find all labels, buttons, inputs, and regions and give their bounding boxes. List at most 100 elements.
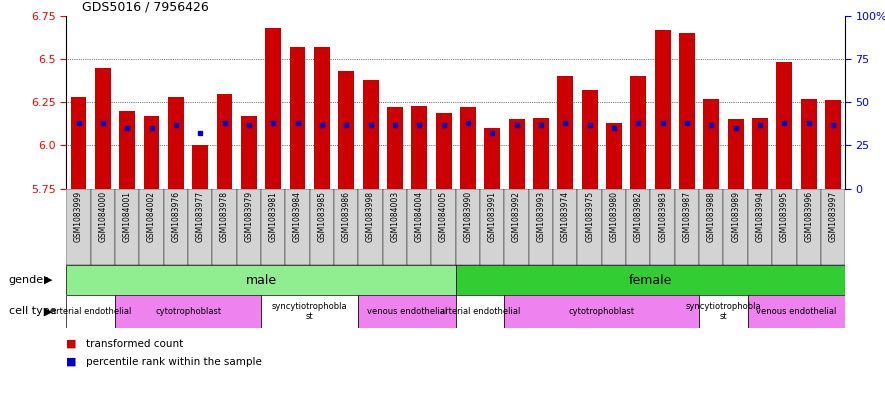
Bar [143, 116, 159, 189]
FancyBboxPatch shape [699, 189, 724, 265]
FancyBboxPatch shape [456, 265, 845, 295]
Text: GSM1083987: GSM1083987 [682, 191, 691, 242]
Bar [801, 99, 817, 189]
Bar [119, 111, 135, 189]
FancyBboxPatch shape [480, 189, 504, 265]
Bar [484, 128, 500, 189]
Text: transformed count: transformed count [86, 339, 183, 349]
Text: cytotrophoblast: cytotrophoblast [569, 307, 635, 316]
Text: GSM1083990: GSM1083990 [464, 191, 473, 242]
FancyBboxPatch shape [602, 189, 627, 265]
Text: GSM1083986: GSM1083986 [342, 191, 350, 242]
Bar [558, 76, 573, 189]
Text: GSM1083984: GSM1083984 [293, 191, 302, 242]
Text: GDS5016 / 7956426: GDS5016 / 7956426 [82, 0, 209, 13]
FancyBboxPatch shape [796, 189, 821, 265]
Text: GSM1084003: GSM1084003 [390, 191, 399, 242]
Bar [338, 71, 354, 189]
Bar [655, 29, 671, 189]
Bar [679, 33, 695, 189]
Text: GSM1083981: GSM1083981 [269, 191, 278, 242]
FancyBboxPatch shape [456, 189, 480, 265]
FancyBboxPatch shape [261, 189, 285, 265]
Text: ▶: ▶ [44, 275, 53, 285]
Bar [581, 90, 597, 189]
FancyBboxPatch shape [577, 189, 602, 265]
FancyBboxPatch shape [382, 189, 407, 265]
FancyBboxPatch shape [140, 189, 164, 265]
FancyBboxPatch shape [748, 295, 845, 328]
FancyBboxPatch shape [748, 189, 772, 265]
Text: female: female [628, 274, 673, 286]
Text: GSM1083988: GSM1083988 [707, 191, 716, 242]
Text: GSM1083982: GSM1083982 [634, 191, 643, 242]
FancyBboxPatch shape [553, 189, 577, 265]
FancyBboxPatch shape [699, 295, 748, 328]
Text: arterial endothelial: arterial endothelial [440, 307, 520, 316]
Text: GSM1084005: GSM1084005 [439, 191, 448, 242]
Bar [192, 145, 208, 189]
Text: ■: ■ [66, 339, 77, 349]
Text: GSM1083993: GSM1083993 [536, 191, 545, 242]
Bar [825, 101, 841, 189]
FancyBboxPatch shape [821, 189, 845, 265]
Text: venous endothelial: venous endothelial [757, 307, 836, 316]
Bar [289, 47, 305, 189]
Bar [241, 116, 257, 189]
Text: gender: gender [9, 275, 49, 285]
Text: GSM1083997: GSM1083997 [828, 191, 837, 242]
Bar [435, 112, 451, 189]
Text: GSM1083999: GSM1083999 [74, 191, 83, 242]
Text: GSM1083975: GSM1083975 [585, 191, 594, 242]
FancyBboxPatch shape [212, 189, 237, 265]
Text: GSM1083978: GSM1083978 [220, 191, 229, 242]
FancyBboxPatch shape [456, 295, 504, 328]
Bar [387, 107, 403, 189]
Bar [606, 123, 622, 189]
Bar [95, 68, 111, 189]
Bar [412, 106, 427, 189]
Text: GSM1084001: GSM1084001 [123, 191, 132, 242]
FancyBboxPatch shape [115, 295, 261, 328]
Text: percentile rank within the sample: percentile rank within the sample [86, 356, 262, 367]
FancyBboxPatch shape [66, 265, 456, 295]
Text: GSM1083998: GSM1083998 [366, 191, 375, 242]
FancyBboxPatch shape [407, 189, 431, 265]
Text: GSM1083992: GSM1083992 [512, 191, 521, 242]
Bar [704, 99, 720, 189]
Text: GSM1083983: GSM1083983 [658, 191, 667, 242]
Text: cytotrophoblast: cytotrophoblast [155, 307, 221, 316]
Text: GSM1083974: GSM1083974 [561, 191, 570, 242]
Text: GSM1083995: GSM1083995 [780, 191, 789, 242]
Bar [727, 119, 743, 189]
Text: GSM1083989: GSM1083989 [731, 191, 740, 242]
Bar [363, 80, 379, 189]
Text: ▶: ▶ [44, 307, 53, 316]
FancyBboxPatch shape [772, 189, 796, 265]
Bar [460, 107, 476, 189]
Text: GSM1084004: GSM1084004 [415, 191, 424, 242]
Text: syncytiotrophobla
st: syncytiotrophobla st [686, 302, 761, 321]
Text: GSM1084000: GSM1084000 [98, 191, 107, 242]
FancyBboxPatch shape [66, 189, 91, 265]
FancyBboxPatch shape [529, 189, 553, 265]
Text: venous endothelial: venous endothelial [367, 307, 447, 316]
FancyBboxPatch shape [504, 189, 529, 265]
FancyBboxPatch shape [237, 189, 261, 265]
Text: GSM1083980: GSM1083980 [610, 191, 619, 242]
FancyBboxPatch shape [285, 189, 310, 265]
Text: cell type: cell type [9, 307, 57, 316]
FancyBboxPatch shape [261, 295, 358, 328]
Bar [217, 94, 233, 189]
Text: GSM1083991: GSM1083991 [488, 191, 496, 242]
Bar [71, 97, 87, 189]
Text: GSM1083977: GSM1083977 [196, 191, 204, 242]
Text: GSM1083985: GSM1083985 [318, 191, 327, 242]
Bar [509, 119, 525, 189]
Text: GSM1084002: GSM1084002 [147, 191, 156, 242]
Bar [168, 97, 184, 189]
FancyBboxPatch shape [650, 189, 675, 265]
Text: GSM1083996: GSM1083996 [804, 191, 813, 242]
FancyBboxPatch shape [504, 295, 699, 328]
FancyBboxPatch shape [358, 295, 456, 328]
